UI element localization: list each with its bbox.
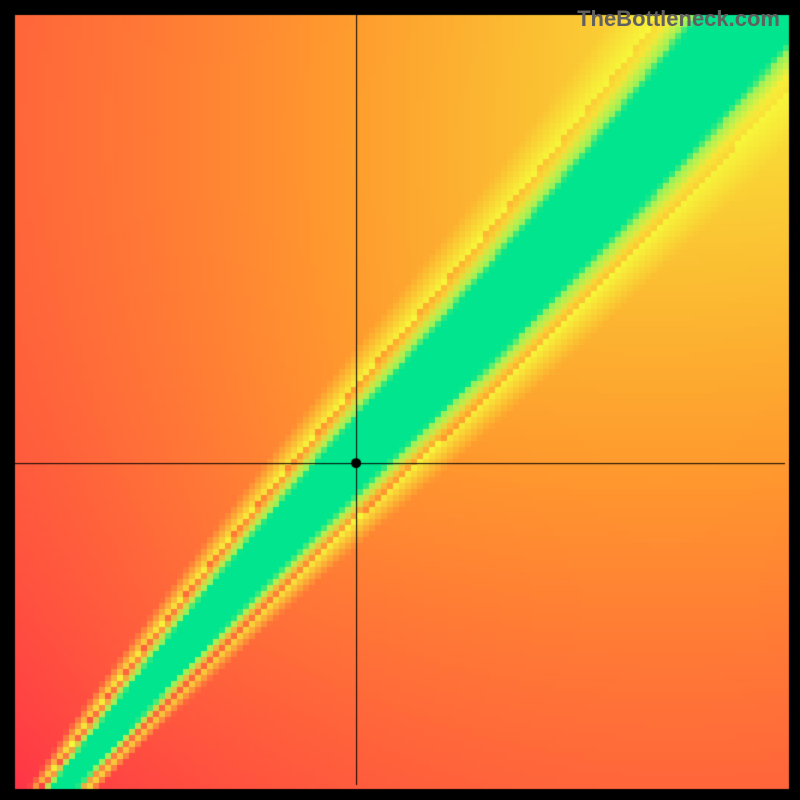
bottleneck-heatmap [0, 0, 800, 800]
chart-container: TheBottleneck.com [0, 0, 800, 800]
watermark-text: TheBottleneck.com [577, 6, 780, 32]
